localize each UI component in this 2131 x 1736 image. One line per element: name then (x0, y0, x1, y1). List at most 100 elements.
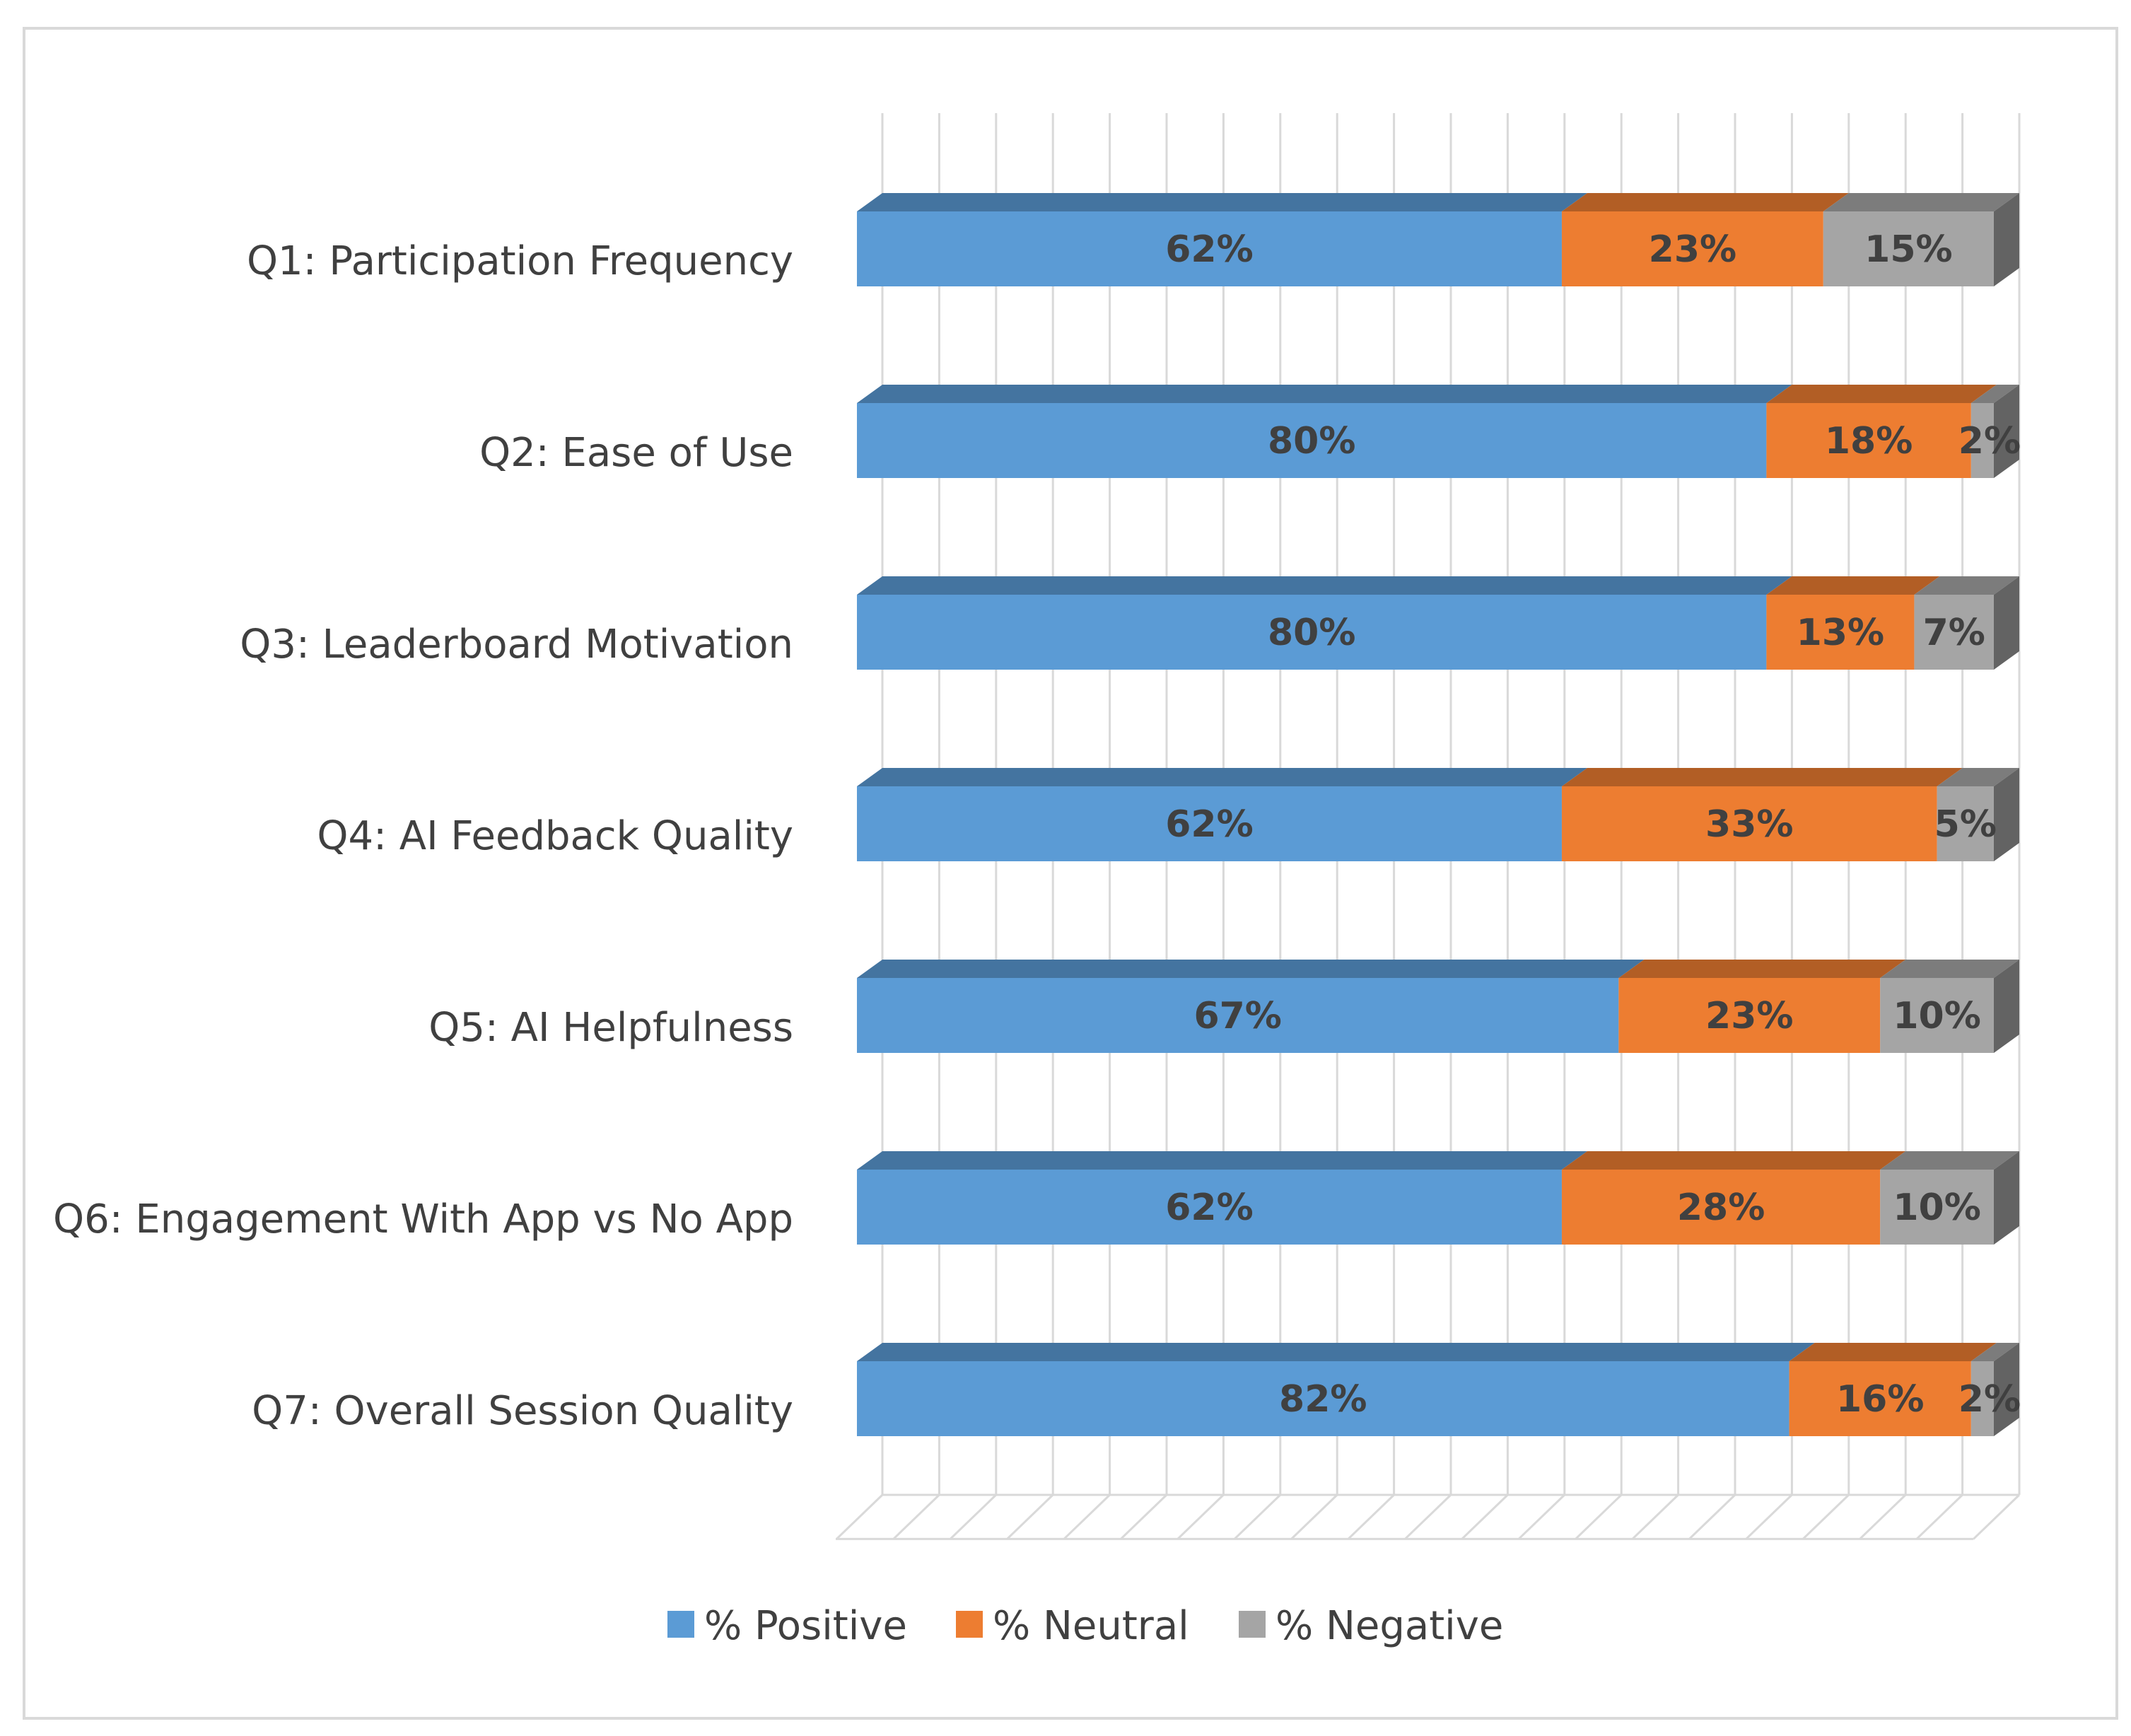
bar-top-face (1880, 1151, 2019, 1170)
legend: % Positive % Neutral % Negative (667, 1603, 1503, 1649)
floor-gridline (1575, 1493, 1623, 1540)
bars: 62% 23% 15% 80% 18% 2% 80% 13% 7% 62% 33% 5% 67% 23% 1… (857, 193, 2021, 1436)
legend-item: % Positive (667, 1603, 907, 1649)
category-label: Q3: Leaderboard Motivation (240, 622, 793, 668)
chart-floor (836, 1493, 2021, 1540)
category-label: Q6: Engagement With App vs No App (53, 1196, 793, 1242)
data-label: 18% (1825, 420, 1913, 462)
bar-top-face (1937, 768, 2019, 786)
bar-segment (1971, 1361, 1994, 1436)
data-label: 15% (1864, 228, 1952, 271)
bar-side-face (1994, 385, 2019, 478)
bar-side-face (1994, 960, 2019, 1053)
bar-segment (857, 786, 1562, 861)
bar-segment (857, 403, 1767, 478)
bar-segment (1561, 211, 1823, 286)
bar-side-face (1994, 1343, 2019, 1436)
bar-top-face (1561, 768, 1963, 786)
data-label: 28% (1677, 1187, 1765, 1229)
bar-group: 80% 18% 2% (857, 385, 2021, 478)
data-label: 80% (1268, 420, 1355, 462)
legend-item: % Negative (1239, 1603, 1503, 1649)
floor-gridline (1517, 1493, 1565, 1540)
bar-top-face (1971, 1343, 2019, 1361)
bar-segment (1823, 211, 1994, 286)
data-label: 62% (1165, 228, 1253, 271)
bar-top-face (1823, 193, 2019, 211)
chart-area-border (23, 27, 2118, 1720)
bar-group: 62% 23% 15% (857, 193, 2019, 286)
data-label: 23% (1705, 995, 1793, 1037)
data-label: 62% (1165, 1187, 1253, 1229)
bar-segment (1971, 403, 1994, 478)
bar-segment (857, 595, 1767, 670)
data-label: 7% (1923, 612, 1985, 654)
floor-gridline (1859, 1493, 1907, 1540)
category-label: Q4: AI Feedback Quality (317, 813, 793, 859)
data-label: 13% (1797, 612, 1884, 654)
bar-segment (1561, 1170, 1881, 1245)
bar-segment (1880, 978, 1994, 1053)
legend-swatch (667, 1611, 694, 1638)
data-label: 23% (1649, 228, 1736, 271)
legend-item: % Neutral (956, 1603, 1189, 1649)
bar-segment (857, 1170, 1562, 1245)
floor-gridline (949, 1493, 997, 1540)
data-label: 67% (1193, 995, 1281, 1037)
bar-group: 62% 28% 10% (857, 1151, 2019, 1245)
floor-gridline (1745, 1493, 1793, 1540)
bar-group: 80% 13% 7% (857, 576, 2019, 670)
category-label: Q7: Overall Session Quality (252, 1388, 793, 1434)
floor-gridline (836, 1493, 884, 1540)
floor-gridline (1802, 1493, 1850, 1540)
floor-gridline (1347, 1493, 1395, 1540)
bar-top-face (1880, 960, 2019, 978)
floor-gridline (1688, 1493, 1736, 1540)
data-label: 82% (1279, 1378, 1367, 1421)
bar-segment (1789, 1361, 1971, 1436)
category-label: Q5: AI Helpfulness (428, 1005, 793, 1051)
data-label: 2% (1958, 420, 2021, 462)
floor-gridline (1973, 1493, 2021, 1540)
floor-gridline (1120, 1493, 1168, 1540)
legend-label: % Positive (704, 1603, 907, 1649)
legend-swatch (1239, 1611, 1266, 1638)
bar-top-face (1766, 576, 1940, 595)
bar-top-face (857, 193, 1587, 211)
data-label: 2% (1958, 1378, 2021, 1421)
floor-gridline (1290, 1493, 1338, 1540)
floor-gridline (1006, 1493, 1054, 1540)
floor-gridline (1915, 1493, 1963, 1540)
floor-gridline (1177, 1493, 1225, 1540)
bar-side-face (1994, 1151, 2019, 1245)
legend-label: % Neutral (993, 1603, 1189, 1649)
floor-gridline (1631, 1493, 1679, 1540)
bar-group: 82% 16% 2% (857, 1343, 2021, 1436)
legend-label: % Negative (1275, 1603, 1503, 1649)
bar-top-face (1766, 385, 1997, 403)
floor-gridline (1404, 1493, 1452, 1540)
floor-gridline (1461, 1493, 1509, 1540)
bar-segment (857, 211, 1562, 286)
bar-top-face (1561, 193, 1849, 211)
category-labels: Q1: Participation Frequency Q2: Ease of U… (53, 238, 793, 1434)
bar-top-face (857, 960, 1645, 978)
bar-top-face (857, 1343, 1815, 1361)
bar-top-face (1561, 1151, 1906, 1170)
bar-top-face (857, 576, 1792, 595)
bar-top-face (857, 768, 1587, 786)
bar-segment (1880, 1170, 1994, 1245)
bar-group: 62% 33% 5% (857, 768, 2019, 861)
bar-group: 67% 23% 10% (857, 960, 2019, 1053)
category-label: Q2: Ease of Use (479, 430, 793, 476)
data-label: 16% (1836, 1378, 1924, 1421)
bar-side-face (1994, 193, 2019, 286)
bar-top-face (1914, 576, 2019, 595)
bar-segment (1914, 595, 1994, 670)
bar-segment (1766, 403, 1971, 478)
floor-gridline (1063, 1493, 1111, 1540)
category-label: Q1: Participation Frequency (247, 238, 793, 284)
bar-side-face (1994, 768, 2019, 861)
bar-segment (1937, 786, 1994, 861)
